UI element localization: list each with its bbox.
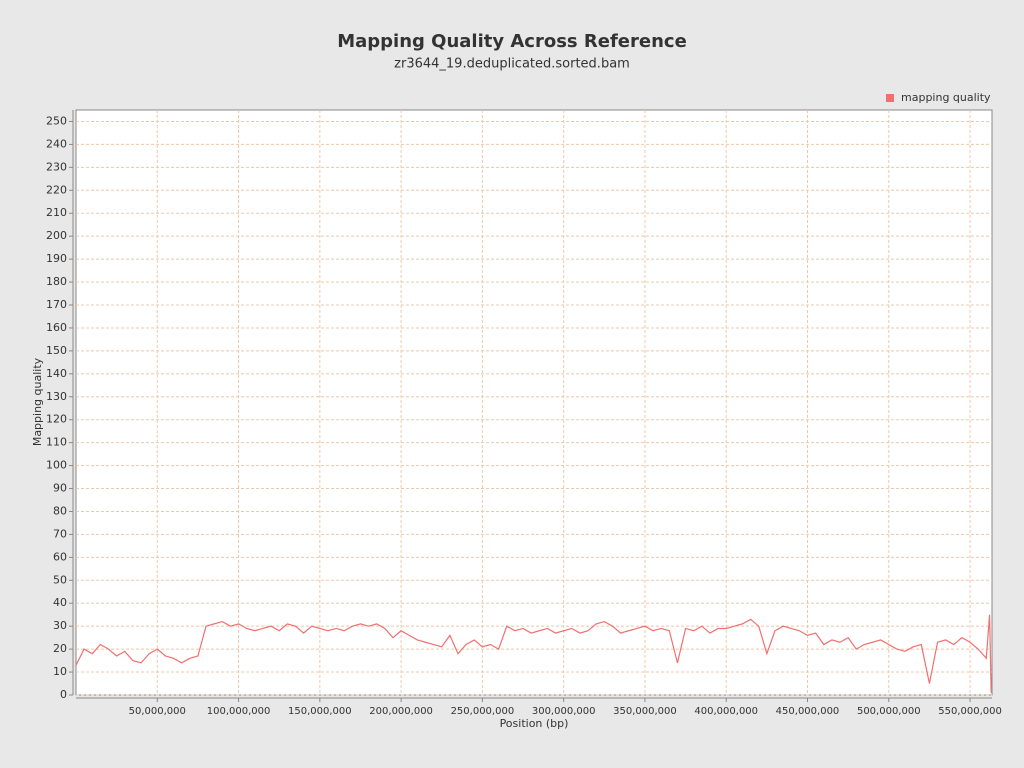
- y-tick-label: 130: [46, 390, 67, 403]
- data-line: [75, 614, 992, 693]
- x-axis-label: Position (bp): [500, 717, 569, 730]
- x-tick-label: 250,000,000: [451, 706, 515, 717]
- x-tick-label: 100,000,000: [207, 706, 271, 717]
- y-tick-label: 240: [46, 137, 67, 150]
- y-tick-label: 120: [46, 413, 67, 426]
- y-tick-label: 150: [46, 344, 67, 357]
- y-tick-label: 220: [46, 183, 67, 196]
- y-tick-label: 100: [46, 459, 67, 472]
- y-tick-label: 250: [46, 114, 67, 127]
- x-tick-label: 150,000,000: [288, 706, 352, 717]
- y-tick-label: 160: [46, 321, 67, 334]
- x-tick-label: 450,000,000: [776, 706, 840, 717]
- x-tick-label: 350,000,000: [613, 706, 677, 717]
- y-tick-label: 50: [53, 573, 67, 586]
- y-axis-label: Mapping quality: [31, 357, 44, 446]
- y-tick-label: 170: [46, 298, 67, 311]
- x-tick-label: 200,000,000: [369, 706, 433, 717]
- x-tick-label: 500,000,000: [857, 706, 921, 717]
- y-tick-label: 20: [53, 642, 67, 655]
- y-tick-label: 40: [53, 596, 67, 609]
- x-tick-label: 550,000,000: [938, 706, 1002, 717]
- y-tick-label: 30: [53, 619, 67, 632]
- y-tick-label: 10: [53, 665, 67, 678]
- x-tick-label: 300,000,000: [532, 706, 596, 717]
- legend-swatch: [886, 94, 894, 102]
- x-tick-label: 400,000,000: [694, 706, 758, 717]
- y-tick-label: 210: [46, 206, 67, 219]
- y-tick-label: 140: [46, 367, 67, 380]
- y-tick-label: 190: [46, 252, 67, 265]
- y-tick-label: 200: [46, 229, 67, 242]
- y-tick-label: 180: [46, 275, 67, 288]
- x-tick-label: 50,000,000: [129, 706, 186, 717]
- y-tick-label: 0: [60, 688, 67, 701]
- chart-subtitle: zr3644_19.deduplicated.sorted.bam: [394, 57, 630, 72]
- y-tick-label: 60: [53, 550, 67, 563]
- legend-label: mapping quality: [901, 91, 991, 104]
- y-tick-label: 80: [53, 504, 67, 517]
- chart-title: Mapping Quality Across Reference: [337, 31, 687, 52]
- y-tick-label: 230: [46, 160, 67, 173]
- plot-area: [75, 109, 993, 696]
- y-tick-label: 90: [53, 482, 67, 495]
- y-tick-label: 110: [46, 436, 67, 449]
- y-tick-label: 70: [53, 527, 67, 540]
